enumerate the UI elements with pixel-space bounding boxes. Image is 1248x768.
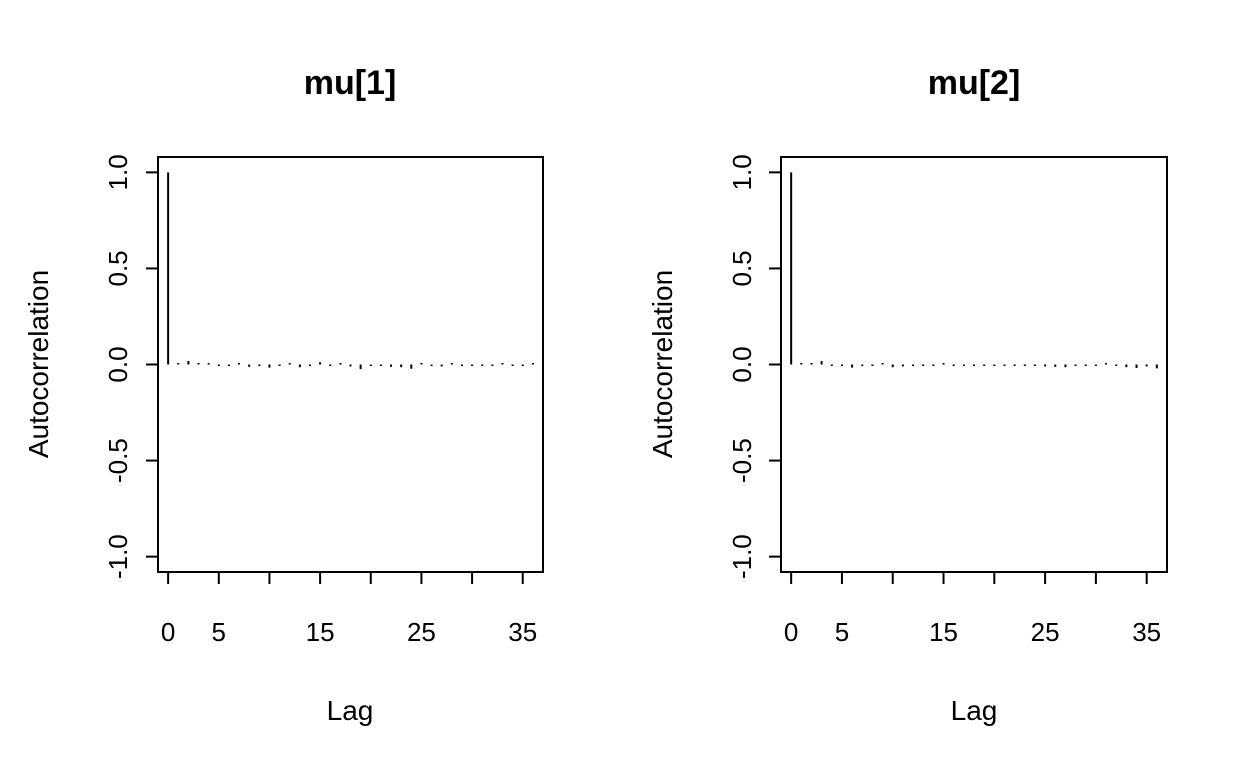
x-axis-label: Lag (327, 695, 374, 726)
acf-bars (790, 172, 1158, 369)
x-tick-label: 0 (784, 617, 798, 647)
x-tick-label: 25 (407, 617, 436, 647)
acf-bars (167, 172, 534, 370)
x-tick-label: 5 (835, 617, 849, 647)
y-tick-label: 0.0 (103, 346, 133, 382)
x-tick-label: 5 (212, 617, 226, 647)
acf-panel-mu2: mu[2] Autocorrelation Lag 0 5 15 25 35 1.0 0.… (647, 64, 1168, 726)
chart-title: mu[2] (928, 64, 1021, 102)
y-axis-label: Autocorrelation (23, 270, 54, 458)
y-tick-label: 0.0 (727, 346, 757, 382)
y-tick-label: -0.5 (727, 438, 757, 483)
y-axis: 1.0 0.5 0.0 -0.5 -1.0 (727, 154, 782, 579)
y-tick-label: -1.0 (103, 534, 133, 579)
x-axis-label: Lag (951, 695, 998, 726)
x-tick-label: 0 (161, 617, 175, 647)
x-tick-label: 25 (1031, 617, 1060, 647)
x-tick-label: 15 (929, 617, 958, 647)
y-tick-label: 1.0 (727, 154, 757, 190)
y-tick-label: -1.0 (727, 534, 757, 579)
acf-panel-mu1: mu[1] Autocorrelation Lag 0 5 15 25 35 1.0 0.… (23, 64, 544, 726)
x-tick-label: 35 (508, 617, 537, 647)
y-tick-label: 0.5 (727, 250, 757, 286)
y-tick-label: -0.5 (103, 438, 133, 483)
x-axis: 0 5 15 25 35 (784, 571, 1161, 647)
x-tick-label: 35 (1132, 617, 1161, 647)
y-axis-label: Autocorrelation (647, 270, 678, 458)
y-tick-label: 1.0 (103, 154, 133, 190)
x-tick-label: 15 (306, 617, 335, 647)
chart-title: mu[1] (304, 64, 397, 102)
x-axis: 0 5 15 25 35 (161, 571, 537, 647)
y-tick-label: 0.5 (103, 250, 133, 286)
y-axis: 1.0 0.5 0.0 -0.5 -1.0 (103, 154, 159, 579)
